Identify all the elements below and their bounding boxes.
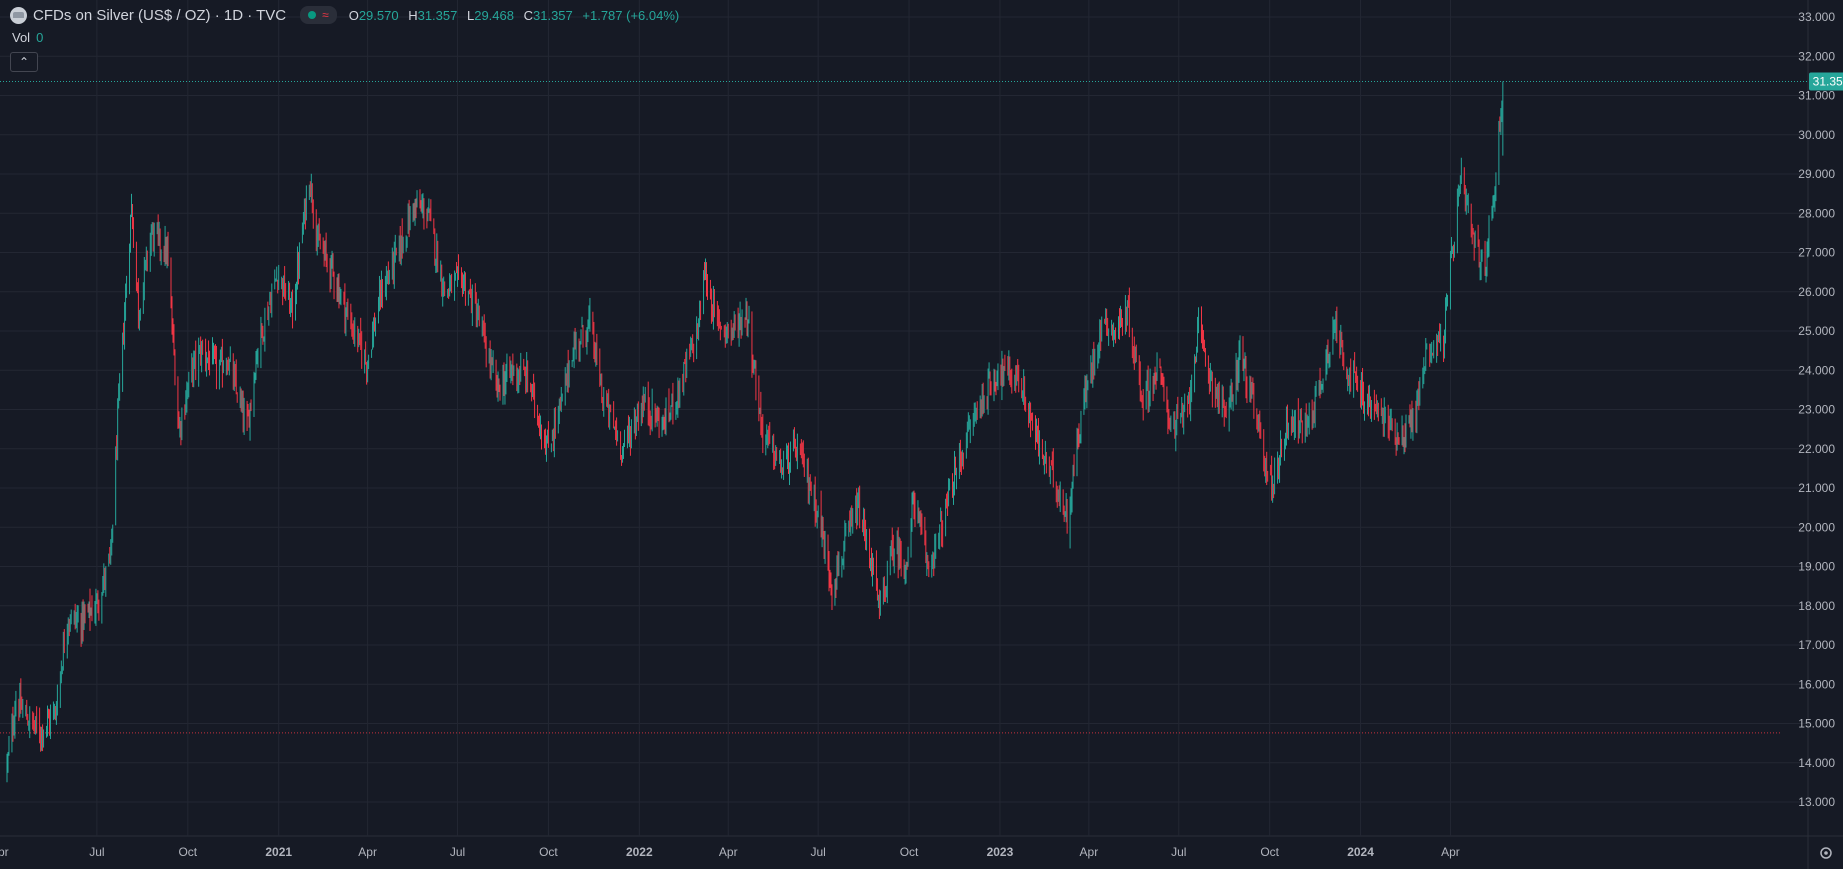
time-tick-label: Jul (450, 845, 465, 859)
price-tick-label: 14.000 (1798, 756, 1835, 770)
time-tick-label: 2022 (626, 845, 653, 859)
price-tick-label: 21.000 (1798, 481, 1835, 495)
volume-legend: Vol 0 (12, 30, 43, 45)
close-value: 31.357 (533, 7, 573, 23)
low-label: L (466, 7, 475, 23)
price-tick-label: 32.000 (1798, 49, 1835, 63)
ohlc-values: O29.570 H31.357 L29.468 C31.357 +1.787 (… (349, 8, 686, 23)
price-tick-label: 27.000 (1798, 246, 1835, 260)
time-tick-label: Jul (89, 845, 104, 859)
time-tick-label: Oct (1260, 845, 1279, 859)
price-tick-label: 24.000 (1798, 363, 1835, 377)
time-tick-label: Oct (539, 845, 558, 859)
open-value: 29.570 (358, 7, 399, 23)
price-tick-label: 17.000 (1798, 638, 1835, 652)
time-tick-label: 2023 (987, 845, 1014, 859)
time-tick-label: Oct (900, 845, 919, 859)
chart-legend: CFDs on Silver (US$ / OZ) · 1D · TVC ≈ O… (10, 5, 685, 25)
time-tick-label: Apr (358, 845, 377, 859)
price-tick-label: 16.000 (1798, 677, 1835, 691)
time-tick-label: 2024 (1347, 845, 1374, 859)
price-tick-label: 25.000 (1798, 324, 1835, 338)
data-delay-wave-icon: ≈ (322, 8, 329, 22)
market-open-dot-icon (308, 11, 317, 19)
price-tick-label: 15.000 (1798, 717, 1835, 731)
price-tick-label: 28.000 (1798, 206, 1835, 220)
price-tick-label: 22.000 (1798, 442, 1835, 456)
open-label: O (348, 7, 359, 23)
price-tick-label: 33.000 (1798, 10, 1835, 24)
time-tick-label: Oct (178, 845, 197, 859)
chart-settings-icon[interactable] (1820, 847, 1832, 859)
collapse-legend-button[interactable]: ⌃ (10, 52, 38, 72)
last-price-badge[interactable] (1809, 72, 1843, 91)
symbol-title[interactable]: CFDs on Silver (US$ / OZ) · 1D · TVC (33, 6, 287, 24)
time-tick-label: Apr (0, 845, 9, 859)
time-tick-label: Jul (1171, 845, 1186, 859)
price-tick-label: 26.000 (1798, 285, 1835, 299)
high-label: H (408, 7, 418, 23)
close-label: C (523, 7, 533, 23)
price-axis[interactable]: 13.000 14.000 15.000 16.000 17.000 18.000 19.0… (1798, 10, 1843, 809)
time-tick-label: Jul (810, 845, 825, 859)
market-status-pill[interactable]: ≈ (300, 6, 337, 24)
price-tick-label: 19.000 (1798, 560, 1835, 574)
time-tick-label: Apr (1441, 845, 1460, 859)
volume-value: 0 (36, 30, 44, 45)
price-tick-label: 31.000 (1798, 89, 1835, 103)
time-axis[interactable]: Apr Jul Oct 2021 Apr Jul Oct 2022 Apr Jul Oct 2023 A… (0, 845, 1832, 859)
low-value: 29.468 (474, 7, 514, 23)
gear-center (1824, 851, 1828, 855)
price-tick-label: 23.000 (1798, 403, 1835, 417)
price-tick-label: 30.000 (1798, 128, 1835, 142)
candles (6, 81, 1504, 783)
high-value: 31.357 (417, 7, 458, 23)
volume-label[interactable]: Vol (12, 30, 31, 45)
price-tick-label: 29.000 (1798, 167, 1835, 181)
time-tick-label: 2021 (265, 845, 292, 859)
price-tick-label: 13.000 (1798, 795, 1835, 809)
change-value: +1.787 (+6.04%) (582, 7, 680, 23)
price-tick-label: 20.000 (1798, 520, 1835, 534)
chevron-up-icon: ⌃ (18, 55, 30, 69)
time-tick-label: Apr (1080, 845, 1099, 859)
price-lines (0, 80, 1808, 734)
gear-ring (1820, 847, 1832, 859)
symbol-logo-icon[interactable] (10, 6, 27, 24)
last-price-label: 31.357 (1813, 74, 1843, 88)
time-tick-label: Apr (719, 845, 738, 859)
price-tick-label: 18.000 (1798, 599, 1835, 613)
